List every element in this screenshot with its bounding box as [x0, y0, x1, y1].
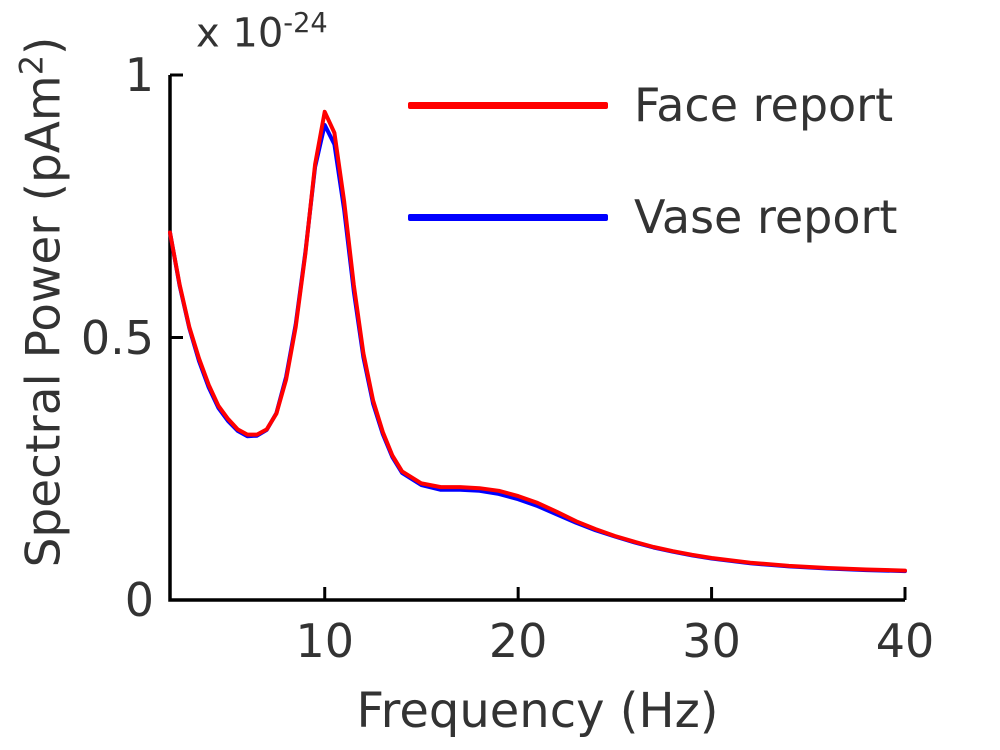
legend: Face report Vase report — [408, 78, 897, 244]
legend-item-vase-report: Vase report — [408, 190, 897, 244]
y-tick-label: 0 — [124, 573, 154, 627]
legend-label-face-report: Face report — [634, 78, 894, 132]
y-axis-label: Spectral Power (pAm2) — [12, 36, 72, 568]
x-axis-label: Frequency (Hz) — [356, 683, 719, 739]
y-axis-multiplier-base: x 10 — [196, 10, 284, 57]
x-tick-label: 30 — [682, 614, 741, 668]
x-tick-label: 20 — [488, 614, 548, 668]
y-tick-label: 1 — [124, 48, 154, 102]
y-axis-multiplier-exponent: -24 — [283, 8, 328, 39]
y-axis-multiplier: x 10-24 — [196, 8, 328, 56]
x-tick-label: 10 — [295, 614, 354, 668]
vase-report-line-swatch — [408, 213, 608, 221]
x-tick-label: 40 — [875, 614, 935, 668]
y-tick-label: 0.5 — [80, 310, 154, 365]
legend-item-face-report: Face report — [408, 78, 897, 132]
face-report-curve — [168, 109, 907, 573]
face-report-line-swatch — [408, 101, 608, 109]
legend-label-vase-report: Vase report — [634, 190, 898, 244]
